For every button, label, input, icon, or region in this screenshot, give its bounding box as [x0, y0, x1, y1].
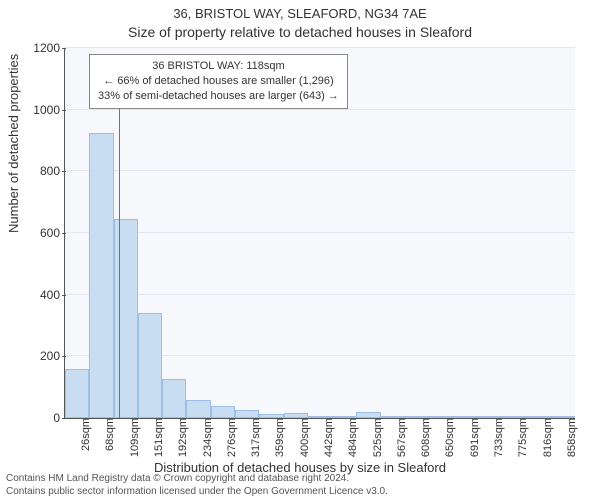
gridline	[65, 170, 575, 171]
footer-line-2: Contains public sector information licen…	[6, 486, 388, 499]
annotation-line-1: 36 BRISTOL WAY: 118sqm	[98, 59, 339, 74]
histogram-bar	[89, 133, 113, 418]
y-tick: 600	[10, 226, 60, 240]
y-tick: 1200	[10, 41, 60, 55]
y-tick: 400	[10, 288, 60, 302]
footer-attribution: Contains HM Land Registry data © Crown c…	[6, 473, 388, 498]
x-tick: 68sqm	[104, 418, 116, 466]
x-tick: 858sqm	[566, 418, 578, 466]
x-tick: 816sqm	[542, 418, 554, 466]
chart-area: 36 BRISTOL WAY: 118sqm ← 66% of detached…	[64, 48, 575, 419]
histogram-bar	[65, 369, 89, 418]
histogram-bar	[186, 400, 210, 419]
x-tick: 650sqm	[444, 418, 456, 466]
x-tick: 192sqm	[177, 418, 189, 466]
x-tick: 109sqm	[129, 418, 141, 466]
x-tick: 317sqm	[250, 418, 262, 466]
annotation-line-3: 33% of semi-detached houses are larger (…	[98, 89, 339, 104]
annotation-box: 36 BRISTOL WAY: 118sqm ← 66% of detached…	[89, 54, 348, 109]
reference-line	[119, 78, 120, 418]
gridline	[65, 47, 575, 48]
x-tick: 691sqm	[469, 418, 481, 466]
gridline	[65, 232, 575, 233]
histogram-bar	[211, 406, 235, 418]
footer-line-1: Contains HM Land Registry data © Crown c…	[6, 473, 388, 486]
x-tick: 608sqm	[420, 418, 432, 466]
gridline	[65, 109, 575, 110]
histogram-bar	[235, 410, 259, 418]
y-tick: 200	[10, 349, 60, 363]
histogram-bar	[162, 379, 186, 418]
x-tick: 400sqm	[299, 418, 311, 466]
x-tick: 26sqm	[80, 418, 92, 466]
x-tick: 567sqm	[396, 418, 408, 466]
address-title: 36, BRISTOL WAY, SLEAFORD, NG34 7AE	[0, 6, 600, 21]
x-tick: 775sqm	[517, 418, 529, 466]
y-tick: 1000	[10, 103, 60, 117]
x-tick: 733sqm	[493, 418, 505, 466]
y-axis-label: Number of detached properties	[6, 54, 21, 233]
x-tick: 359sqm	[274, 418, 286, 466]
x-tick: 525sqm	[372, 418, 384, 466]
x-tick: 234sqm	[202, 418, 214, 466]
annotation-line-2: ← 66% of detached houses are smaller (1,…	[98, 74, 339, 89]
histogram-bar	[138, 313, 162, 418]
x-tick: 151sqm	[153, 418, 165, 466]
x-tick: 484sqm	[347, 418, 359, 466]
y-tick: 800	[10, 164, 60, 178]
chart-title: Size of property relative to detached ho…	[0, 24, 600, 40]
histogram-bar	[114, 219, 138, 418]
y-tick: 0	[10, 411, 60, 425]
gridline	[65, 294, 575, 295]
x-tick: 276sqm	[226, 418, 238, 466]
x-tick: 442sqm	[323, 418, 335, 466]
